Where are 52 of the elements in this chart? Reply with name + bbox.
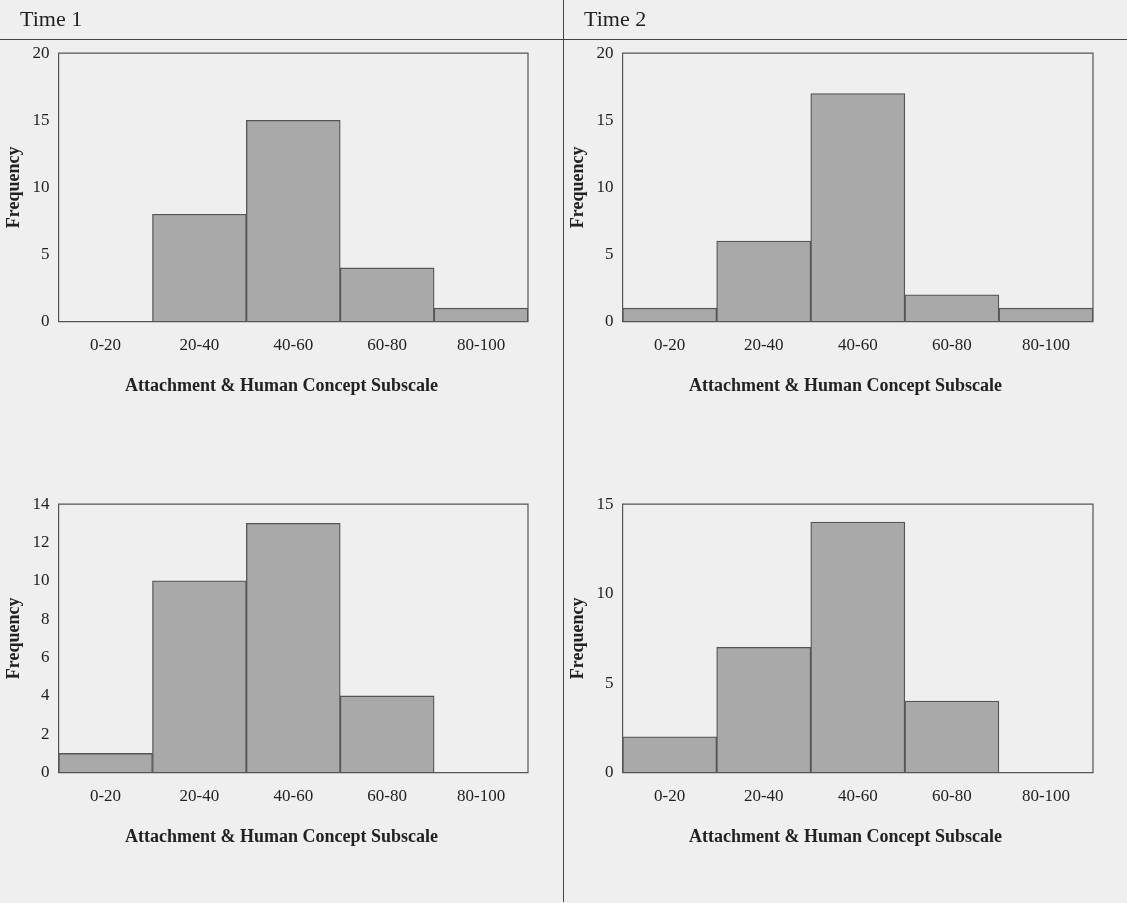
x-tick-label: 40-60 bbox=[837, 335, 878, 355]
y-tick-label: 6 bbox=[41, 647, 50, 667]
x-axis-title: Attachment & Human Concept Subscale bbox=[124, 374, 439, 397]
y-tick-label: 12 bbox=[32, 532, 50, 552]
y-tick-label: 14 bbox=[32, 493, 51, 513]
y-axis-title: Frequency bbox=[567, 597, 588, 680]
y-tick-label: 15 bbox=[596, 493, 614, 513]
y-tick-label: 20 bbox=[32, 42, 50, 62]
x-tick-label: 40-60 bbox=[273, 786, 314, 806]
x-axis-title: Attachment & Human Concept Subscale bbox=[688, 374, 1003, 397]
chart-title: Time 2 bbox=[564, 0, 1127, 40]
chart-title: Time 1 bbox=[0, 0, 563, 40]
y-tick-label: 2 bbox=[41, 723, 50, 743]
y-tick-label: 20 bbox=[596, 42, 614, 62]
y-tick-label: 15 bbox=[32, 109, 50, 129]
x-tick-label: 60-80 bbox=[932, 786, 972, 806]
y-tick-label: 5 bbox=[605, 672, 614, 692]
x-tick-label: 80-100 bbox=[1021, 335, 1071, 355]
x-tick-label: 80-100 bbox=[456, 335, 506, 355]
y-tick-label: 10 bbox=[596, 583, 614, 603]
x-tick-label: 60-80 bbox=[932, 335, 972, 355]
y-tick-label: 4 bbox=[41, 685, 51, 705]
x-tick-label: 20-40 bbox=[743, 335, 784, 355]
y-axis-title: Frequency bbox=[567, 146, 588, 229]
x-tick-label: 0-20 bbox=[654, 335, 686, 355]
y-tick-label: 10 bbox=[32, 176, 50, 196]
x-axis-title: Attachment & Human Concept Subscale bbox=[124, 825, 439, 848]
x-tick-label: 20-40 bbox=[179, 786, 220, 806]
x-tick-label: 40-60 bbox=[837, 786, 878, 806]
y-tick-label: 10 bbox=[32, 570, 50, 590]
x-tick-label: 40-60 bbox=[273, 335, 314, 355]
y-tick-label: 10 bbox=[596, 176, 614, 196]
x-tick-label: 20-40 bbox=[179, 335, 220, 355]
x-tick-label: 20-40 bbox=[743, 786, 784, 806]
y-tick-label: 0 bbox=[605, 762, 614, 782]
x-axis-title: Attachment & Human Concept Subscale bbox=[688, 825, 1003, 848]
y-tick-label: 15 bbox=[596, 109, 614, 129]
y-tick-label: 0 bbox=[605, 311, 614, 331]
y-tick-label: 0 bbox=[41, 311, 50, 331]
x-tick-label: 0-20 bbox=[89, 786, 122, 806]
y-axis-title: Frequency bbox=[3, 146, 24, 229]
y-tick-label: 0 bbox=[41, 762, 50, 782]
y-tick-label: 8 bbox=[41, 608, 50, 628]
x-tick-label: 80-100 bbox=[456, 786, 506, 806]
y-tick-label: 5 bbox=[41, 243, 50, 263]
x-tick-label: 60-80 bbox=[367, 786, 408, 806]
x-tick-label: 60-80 bbox=[367, 335, 408, 355]
y-tick-label: 5 bbox=[605, 243, 614, 263]
y-axis-title: Frequency bbox=[3, 597, 24, 680]
x-tick-label: 80-100 bbox=[1021, 786, 1071, 806]
x-tick-label: 0-20 bbox=[654, 786, 686, 806]
x-tick-label: 0-20 bbox=[89, 335, 122, 355]
